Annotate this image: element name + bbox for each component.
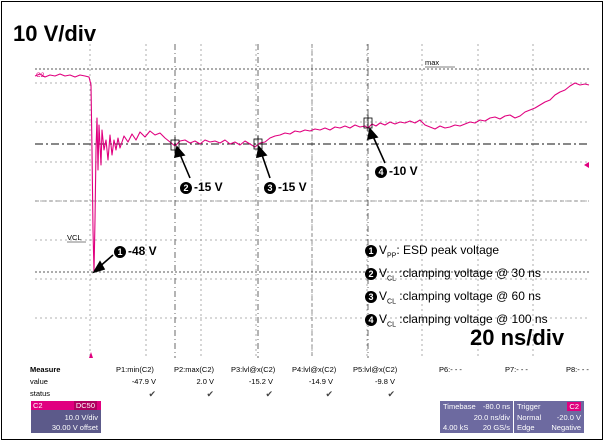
measure-panel: Measure value status P1:min(C2) -47.9 V … (30, 365, 600, 401)
time-per-div-label: 20 ns/div (470, 325, 565, 350)
measure-param-name[interactable]: P6:- - - (439, 365, 462, 374)
waveform-trace (34, 73, 590, 273)
trigger-box[interactable]: Trigger C2 Normal -20.0 V Edge Negative (514, 401, 584, 433)
trigger-label: Trigger (517, 402, 541, 411)
measure-param-status: ✔ (148, 389, 156, 399)
channel-tag: C2 (33, 401, 43, 410)
measure-title: Measure (30, 365, 61, 374)
channel-tag: C2 (36, 72, 45, 79)
probe-marker-2 (170, 137, 180, 153)
trigger-level-marker (584, 162, 589, 168)
trigger-slope: Negative (551, 423, 581, 432)
vcl-marker-label: VCL (67, 233, 82, 242)
channel-c2-box[interactable]: C2 DC50 10.0 V/div 30.00 V offset (31, 401, 101, 433)
timebase-scale: 20.0 ns/div (473, 413, 510, 422)
measure-param-name[interactable]: P1:min(C2) (116, 365, 154, 374)
measure-param-status: ✔ (265, 389, 273, 399)
measure-param-value: 2.0 V (196, 377, 214, 386)
sample-rate: 20 GS/s (482, 423, 510, 432)
probe-marker-4 (363, 115, 373, 131)
trigger-source: C2 (567, 402, 581, 411)
channel-offset: 30.00 V offset (51, 423, 98, 432)
coupling-badge: DC50 (73, 401, 97, 410)
annotation-3: 3 -15 V (264, 180, 307, 194)
measure-param-name[interactable]: P5:lvl@x(C2) (353, 365, 398, 374)
measure-param-name[interactable]: P4:lvl@x(C2) (292, 365, 337, 374)
annotation-arrows (92, 127, 386, 274)
annotation-1: 1 -48 V (114, 244, 157, 258)
measure-param-name[interactable]: P7:- - - (505, 365, 528, 374)
trigger-time-marker (89, 352, 93, 358)
measure-param-status: ✔ (387, 389, 395, 399)
volts-per-div-label: 10 V/div (13, 21, 97, 46)
sample-count: 4.00 kS (443, 423, 469, 432)
measure-param-name[interactable]: P2:max(C2) (174, 365, 215, 374)
legend-row-2: 2 VCL :clamping voltage @ 30 ns (365, 265, 548, 288)
channel-scale: 10.0 V/div (64, 413, 98, 422)
channel-tab: C2 DC50 (31, 401, 101, 410)
legend-row-3: 3 VCL :clamping voltage @ 60 ns (365, 288, 548, 311)
measure-row-label-status: status (30, 389, 51, 398)
measure-param-value: -15.2 V (248, 377, 273, 386)
measure-param-name[interactable]: P8:- - - (566, 365, 589, 374)
measure-param-value: -47.9 V (131, 377, 156, 386)
annotation-2: 2 -15 V (180, 180, 223, 194)
trigger-type: Edge (517, 423, 535, 432)
timebase-box[interactable]: Timebase -80.0 ns 20.0 ns/div 4.00 kS 20… (440, 401, 513, 433)
measure-param-value: -9.8 V (374, 377, 395, 386)
max-marker-label: max (425, 58, 439, 67)
legend: 1 VPP: ESD peak voltage 2 VCL :clamping vo… (365, 242, 548, 334)
timebase-label: Timebase (443, 402, 476, 411)
measure-param-status: ✔ (206, 389, 214, 399)
annotation-4: 4 -10 V (375, 164, 418, 178)
measure-param-value: -14.9 V (308, 377, 333, 386)
legend-row-1: 1 VPP: ESD peak voltage (365, 242, 548, 265)
measure-row-label-value: value (30, 377, 48, 386)
legend-row-4: 4 VCL :clamping voltage @ 100 ns (365, 311, 548, 334)
timebase-delay: -80.0 ns (482, 402, 510, 411)
trigger-level: -20.0 V (556, 413, 581, 422)
trigger-mode: Normal (517, 413, 542, 422)
measure-param-status: ✔ (325, 389, 333, 399)
measure-param-name[interactable]: P3:lvl@x(C2) (231, 365, 276, 374)
